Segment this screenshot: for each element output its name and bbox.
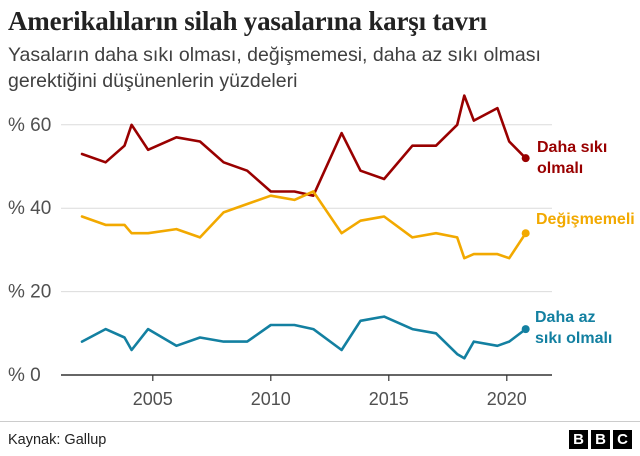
series-1-end-point (521, 154, 530, 163)
x-tick-label-2010: 2010 (251, 389, 291, 409)
chart-subtitle: Yasaların daha sıkı olması, değişmemesi,… (8, 44, 541, 92)
footer-divider (0, 421, 640, 422)
x-axis-tick-labels: 2005 2010 2015 2020 (133, 389, 527, 409)
bbc-logo-letter-3: C (613, 430, 632, 449)
line-chart: % 0 % 20 % 40 % 60 2005 2010 2015 2020 Daha sı… (8, 94, 635, 409)
series-2-line (80, 190, 528, 260)
series-1-label-line-1: Daha sıkı (537, 139, 607, 156)
series-3-label-line-1: Daha az (535, 309, 595, 326)
y-tick-label-0: % 0 (8, 365, 41, 386)
source-note: Kaynak: Gallup (8, 432, 107, 448)
series-3-line (80, 315, 528, 360)
chart-title: Amerikalıların silah yasalarına karşı ta… (8, 6, 487, 36)
y-tick-label-40: % 40 (8, 198, 51, 219)
series-1-line (80, 94, 528, 197)
y-tick-label-20: % 20 (8, 282, 51, 303)
series-3-label-line-2: sıkı olmalı (535, 330, 612, 347)
series-lines (80, 94, 530, 360)
x-tick-label-2015: 2015 (369, 389, 409, 409)
x-tick-label-2005: 2005 (133, 389, 173, 409)
bbc-logo-letter-2: B (591, 430, 610, 449)
series-2-end-point (521, 229, 530, 238)
series-1-label-line-2: olmalı (537, 160, 583, 177)
series-2-label-line-1: Değişmemeli (536, 211, 635, 228)
axes (61, 374, 552, 381)
bbc-logo-letter-1: B (569, 430, 588, 449)
gridlines (61, 124, 552, 293)
y-axis-tick-labels: % 0 % 20 % 40 % 60 (8, 115, 51, 386)
x-tick-label-2020: 2020 (487, 389, 527, 409)
y-tick-label-60: % 60 (8, 115, 51, 136)
bbc-logo: B B C (569, 430, 632, 449)
series-labels: Daha sıkı olmalı Değişmemeli Daha az sıkı ol… (535, 139, 635, 347)
series-3-end-point (521, 325, 530, 334)
